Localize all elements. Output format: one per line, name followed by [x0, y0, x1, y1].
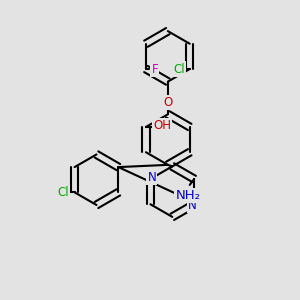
Text: O: O	[163, 96, 172, 109]
Text: Cl: Cl	[173, 62, 185, 76]
Text: NH₂: NH₂	[176, 189, 201, 202]
Text: N: N	[188, 199, 197, 212]
Text: F: F	[152, 62, 158, 76]
Text: N: N	[148, 171, 156, 184]
Text: OH: OH	[153, 119, 171, 132]
Text: Cl: Cl	[57, 186, 68, 199]
